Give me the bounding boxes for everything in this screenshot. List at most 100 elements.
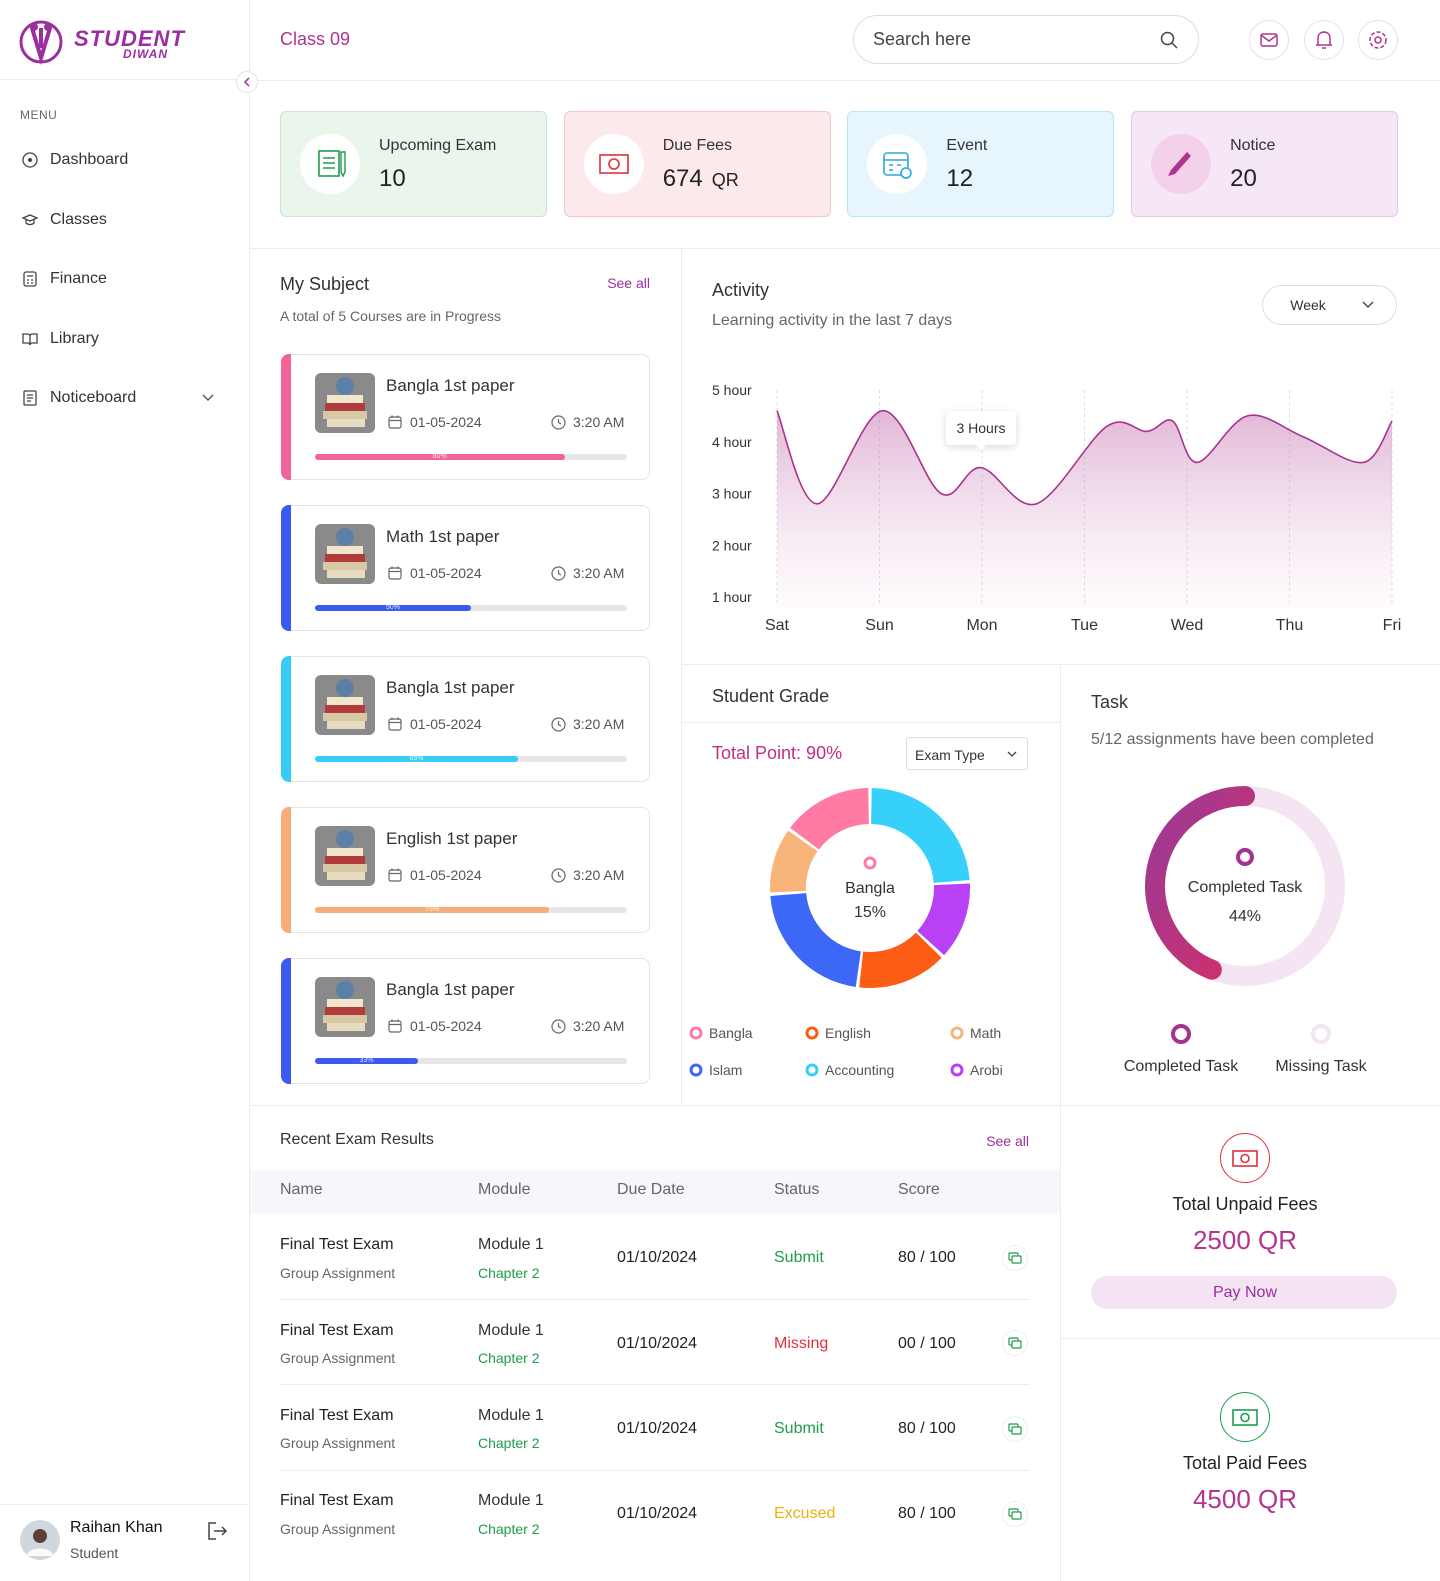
cell-type: Group Assignment xyxy=(280,1435,396,1452)
column-header: Score xyxy=(898,1181,940,1199)
chart-title: Student Grade xyxy=(712,686,830,707)
menu-item[interactable]: Library xyxy=(50,329,99,347)
page-title: Class 09 xyxy=(280,29,351,50)
subject-thumbnail xyxy=(315,977,375,1037)
menu-item[interactable]: Noticeboard xyxy=(50,389,137,407)
chart-title: Activity xyxy=(712,280,770,301)
menu-label: MENU xyxy=(20,107,58,122)
progress-label: 80% xyxy=(432,452,447,460)
subject-accent xyxy=(281,958,291,1084)
filter-dropdown[interactable] xyxy=(906,737,1028,770)
logout-icon[interactable] xyxy=(206,1521,228,1541)
stat-value: 674 xyxy=(662,164,703,192)
subject-time: 3:20 AM xyxy=(573,413,625,430)
menu-item[interactable]: Dashboard xyxy=(50,151,129,169)
menu-item[interactable]: Finance xyxy=(50,270,107,288)
cell-name: Final Test Exam xyxy=(280,1407,394,1424)
chart-subtitle: Learning activity in the last 7 days xyxy=(712,312,953,330)
chart-subtitle: 5/12 assignments have been completed xyxy=(1091,731,1374,749)
cell-type: Group Assignment xyxy=(280,1349,396,1366)
header-icon[interactable] xyxy=(1304,20,1344,60)
progress-fill xyxy=(315,605,471,611)
chart-subtitle: Total Point: 90% xyxy=(712,743,843,764)
area xyxy=(777,410,1392,608)
x-tick-label: Mon xyxy=(966,617,997,634)
column-header: Module xyxy=(478,1181,531,1199)
menu-icon xyxy=(23,390,37,406)
x-tick-label: Wed xyxy=(1171,617,1204,634)
period-dropdown[interactable] xyxy=(1262,285,1397,325)
divider xyxy=(280,1384,1030,1386)
subject-name: Bangla 1st paper xyxy=(386,677,515,697)
row-action[interactable] xyxy=(1002,1245,1028,1271)
cell-chapter: Chapter 2 xyxy=(478,1264,540,1281)
stat-unit: QR xyxy=(711,170,739,191)
menu-icon xyxy=(21,213,39,225)
stat-value: 12 xyxy=(946,164,974,192)
row-action[interactable] xyxy=(1002,1330,1028,1357)
donut-segment xyxy=(770,830,818,893)
cell-chapter: Chapter 2 xyxy=(478,1435,540,1452)
clock-icon xyxy=(551,1019,566,1034)
divider xyxy=(1060,664,1061,1581)
cell-name: Final Test Exam xyxy=(280,1321,394,1339)
menu-item[interactable]: Classes xyxy=(50,210,107,228)
user-name: Raihan Khan xyxy=(70,1519,163,1537)
center-dot xyxy=(863,856,877,870)
progress-fill xyxy=(315,907,549,913)
row-action[interactable] xyxy=(1002,1500,1028,1527)
calendar-icon xyxy=(388,1019,402,1033)
legend-label: Arobi xyxy=(970,1062,1003,1078)
center-value: 15% xyxy=(854,904,886,921)
subject-accent xyxy=(281,354,291,480)
header-icon[interactable] xyxy=(1358,20,1398,60)
clock-icon xyxy=(551,415,566,430)
logo-mark xyxy=(19,20,63,65)
center-dot xyxy=(1236,848,1254,866)
clock-icon xyxy=(551,868,566,883)
search-box[interactable] xyxy=(853,15,1199,64)
section-title: My Subject xyxy=(280,274,370,295)
center-label: Bangla xyxy=(845,880,895,897)
stat-icon xyxy=(300,134,360,194)
collapse-button[interactable] xyxy=(236,71,258,93)
donut-segment xyxy=(917,883,970,956)
subject-name: Bangla 1st paper xyxy=(386,375,515,395)
progress-label: 75% xyxy=(424,905,440,913)
legend-label: Missing Task xyxy=(1275,1058,1367,1075)
y-tick-label: 1 hour xyxy=(712,589,752,605)
calendar-icon xyxy=(388,868,402,882)
legend-label: Completed Task xyxy=(1124,1058,1239,1075)
cell-score: 80 / 100 xyxy=(898,1420,956,1437)
pay-button[interactable] xyxy=(1091,1276,1397,1309)
y-tick-label: 3 hour xyxy=(712,486,752,502)
brand: STUDENT xyxy=(74,25,185,51)
x-tick-label: Sun xyxy=(865,617,893,634)
chevron[interactable] xyxy=(202,393,214,403)
donut-segment xyxy=(871,788,970,883)
cell-score: 80 / 100 xyxy=(898,1249,956,1267)
subject-accent xyxy=(281,807,291,933)
subject-accent xyxy=(281,505,291,631)
cell-score: 00 / 100 xyxy=(898,1334,956,1352)
header-icon[interactable] xyxy=(1249,20,1289,60)
brand: DIWAN xyxy=(123,46,168,61)
see-all-link[interactable]: See all xyxy=(607,274,650,291)
see-all-link[interactable]: See all xyxy=(986,1132,1029,1149)
pay-button-label[interactable]: Pay Now xyxy=(1212,1284,1278,1302)
sidebar xyxy=(0,0,250,1581)
legend-marker xyxy=(689,1063,703,1077)
donut-segment xyxy=(770,893,861,987)
row-action[interactable] xyxy=(1002,1415,1028,1442)
divider xyxy=(280,1299,1030,1300)
cell-type: Group Assignment xyxy=(280,1264,396,1281)
chart-title: Task xyxy=(1091,692,1129,713)
subject-time: 3:20 AM xyxy=(573,715,625,732)
cell-date: 01/10/2024 xyxy=(617,1505,698,1523)
clock-icon xyxy=(551,566,566,581)
cell-status: Excused xyxy=(774,1505,836,1523)
subject-date: 01-05-2024 xyxy=(410,866,482,883)
y-tick-label: 5 hour xyxy=(712,382,752,398)
fee-icon xyxy=(1220,1133,1270,1183)
filter-value: Exam Type xyxy=(915,746,985,763)
